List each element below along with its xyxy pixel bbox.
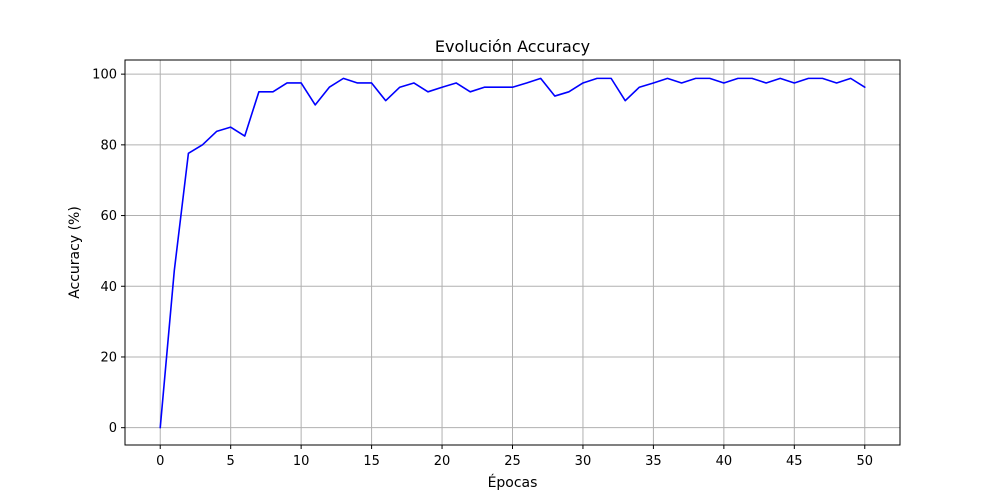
y-tick-label: 80 bbox=[100, 138, 117, 153]
tick-layer: 0 5 10 15 20 25 30 35 40 45 50 0 20 40 60 80 100 bbox=[92, 68, 873, 469]
x-tick-label: 35 bbox=[645, 454, 662, 469]
x-tick-label: 25 bbox=[504, 454, 521, 469]
x-tick-label: 5 bbox=[227, 454, 235, 469]
x-tick-label: 15 bbox=[363, 454, 380, 469]
grid-lines bbox=[125, 60, 900, 445]
y-tick-label: 40 bbox=[100, 280, 117, 295]
x-axis-label: Épocas bbox=[488, 474, 538, 491]
y-tick-label: 20 bbox=[100, 350, 117, 365]
x-tick-label: 30 bbox=[575, 454, 592, 469]
chart-title: Evolución Accuracy bbox=[435, 37, 590, 56]
y-tick-label: 0 bbox=[109, 421, 117, 436]
x-tick-label: 0 bbox=[156, 454, 164, 469]
x-tick-label: 20 bbox=[434, 454, 451, 469]
x-tick-label: 40 bbox=[716, 454, 733, 469]
y-tick-label: 60 bbox=[100, 209, 117, 224]
y-axis-label: Accuracy (%) bbox=[67, 206, 83, 299]
y-tick-label: 100 bbox=[92, 68, 117, 83]
series-layer bbox=[159, 77, 866, 429]
x-tick-label: 50 bbox=[856, 454, 873, 469]
accuracy-series-line bbox=[159, 77, 866, 429]
x-tick-label: 45 bbox=[786, 454, 803, 469]
x-tick-label: 10 bbox=[293, 454, 310, 469]
